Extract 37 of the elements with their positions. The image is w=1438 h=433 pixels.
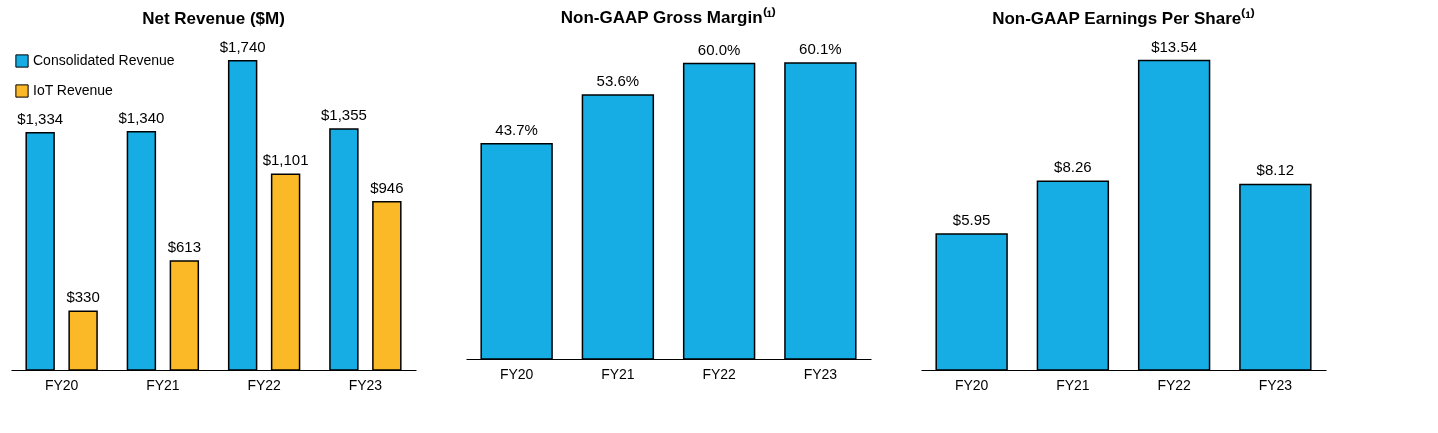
data-label: $1,740 xyxy=(219,37,266,55)
chart-title: Non-GAAP Gross Margin⁽¹⁾ xyxy=(560,7,777,27)
legend-label: IoT Revenue xyxy=(33,82,114,98)
data-label: $8.26 xyxy=(1054,158,1092,176)
legend-label: Consolidated Revenue xyxy=(33,52,175,68)
data-label: $8.12 xyxy=(1256,161,1295,179)
chart-title: Net Revenue ($M) xyxy=(142,8,285,28)
data-label: $946 xyxy=(370,178,404,196)
data-label: 60.0% xyxy=(697,40,741,58)
data-label: $1,340 xyxy=(118,108,165,126)
x-tick-label: FY23 xyxy=(348,376,383,393)
x-tick-label: FY21 xyxy=(601,365,635,382)
data-label: 53.6% xyxy=(596,72,640,90)
data-label: $1,334 xyxy=(17,109,64,127)
data-label: 60.1% xyxy=(799,40,842,58)
x-tick-label: FY23 xyxy=(1258,376,1293,393)
x-tick-label: FY22 xyxy=(247,376,282,393)
x-tick-label: FY23 xyxy=(803,365,838,382)
data-label: $5.95 xyxy=(952,211,991,228)
bar xyxy=(1239,183,1312,371)
bar xyxy=(1036,180,1110,371)
data-label: $330 xyxy=(66,288,100,306)
x-tick-label: FY22 xyxy=(1157,376,1192,393)
x-tick-label: FY21 xyxy=(146,376,180,393)
x-tick-label: FY20 xyxy=(44,376,79,393)
data-label: $613 xyxy=(167,238,202,256)
chart-title: Non-GAAP Earnings Per Share⁽¹⁾ xyxy=(992,7,1255,28)
data-label: 43.7% xyxy=(495,120,538,138)
x-tick-label: FY22 xyxy=(702,365,737,382)
data-label: $13.54 xyxy=(1151,37,1198,55)
bar xyxy=(1137,59,1211,371)
data-label: $1,355 xyxy=(320,106,367,124)
x-tick-label: FY21 xyxy=(1056,376,1090,393)
x-tick-label: FY20 xyxy=(499,365,534,382)
data-label: $1,101 xyxy=(262,151,309,169)
x-tick-label: FY20 xyxy=(954,376,989,393)
bar xyxy=(935,233,1008,371)
